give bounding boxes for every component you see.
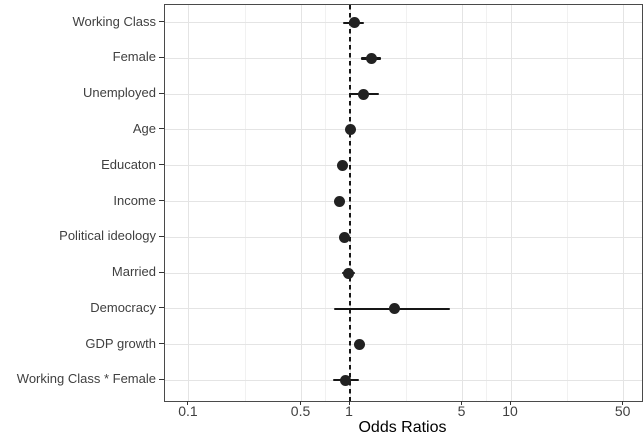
reference-line: [349, 5, 351, 401]
y-axis-label: Working Class: [72, 13, 156, 29]
y-axis-label: Married: [111, 264, 156, 280]
gridline-row: [165, 272, 642, 274]
point-estimate: [344, 124, 356, 136]
gridline-row: [165, 57, 642, 59]
gridline-row: [165, 236, 642, 238]
gridline-minor: [566, 5, 568, 401]
x-tick-label: 5: [457, 403, 466, 419]
x-axis-title: Odds Ratios: [358, 419, 447, 436]
x-tick: [300, 401, 302, 405]
y-tick: [159, 164, 164, 166]
gridline-major: [623, 5, 625, 401]
x-tick: [187, 401, 189, 405]
y-axis-label: Democracy: [90, 299, 156, 315]
y-tick: [159, 200, 164, 201]
y-tick: [159, 235, 164, 237]
gridline-row: [165, 129, 642, 131]
point-estimate: [343, 267, 355, 279]
gridline-major: [510, 5, 512, 401]
x-tick: [509, 401, 511, 405]
x-tick-label: 1: [345, 403, 353, 419]
y-axis-label: Age: [132, 120, 156, 136]
gridline-row: [165, 201, 642, 202]
gridline-minor: [325, 5, 327, 401]
y-tick: [159, 307, 164, 309]
gridline-major: [301, 5, 303, 401]
y-tick: [159, 56, 164, 58]
x-tick-label: 0.5: [290, 403, 311, 419]
gridline-minor: [244, 5, 246, 401]
gridline-minor: [405, 5, 407, 401]
gridline-major: [462, 5, 464, 401]
point-estimate: [338, 231, 350, 243]
x-tick: [622, 401, 624, 405]
y-tick: [159, 21, 164, 23]
y-tick: [159, 92, 164, 94]
x-tick-label: 0.1: [178, 403, 198, 419]
point-estimate: [365, 52, 377, 64]
x-tick-label: 50: [614, 403, 631, 419]
point-estimate: [353, 339, 365, 351]
point-estimate: [358, 88, 370, 100]
y-axis-label: Income: [113, 192, 156, 208]
y-tick: [159, 271, 164, 273]
gridline-major: [188, 5, 190, 401]
y-axis-label: GDP growth: [85, 335, 156, 351]
gridline-row: [165, 379, 642, 381]
gridline-minor: [486, 5, 488, 401]
y-tick: [159, 343, 164, 345]
gridline-row: [165, 165, 642, 167]
y-tick: [159, 128, 164, 130]
gridline-row: [165, 93, 642, 95]
point-estimate: [348, 17, 360, 29]
y-axis-label: Educaton: [101, 156, 156, 172]
point-estimate: [340, 374, 352, 386]
point-estimate: [389, 303, 401, 315]
plot-panel: [164, 4, 643, 402]
gridline-row: [165, 22, 642, 24]
y-axis-label: Unemployed: [83, 85, 156, 101]
point-estimate: [333, 196, 345, 207]
gridline-row: [165, 344, 642, 346]
y-tick: [159, 378, 164, 380]
x-tick-label: 10: [502, 403, 518, 419]
x-tick: [348, 401, 350, 405]
x-tick: [461, 401, 463, 405]
y-axis-label: Female: [112, 49, 156, 65]
point-estimate: [337, 160, 349, 172]
y-axis-label: Working Class * Female: [16, 371, 156, 387]
y-axis-label: Political ideology: [59, 228, 156, 244]
